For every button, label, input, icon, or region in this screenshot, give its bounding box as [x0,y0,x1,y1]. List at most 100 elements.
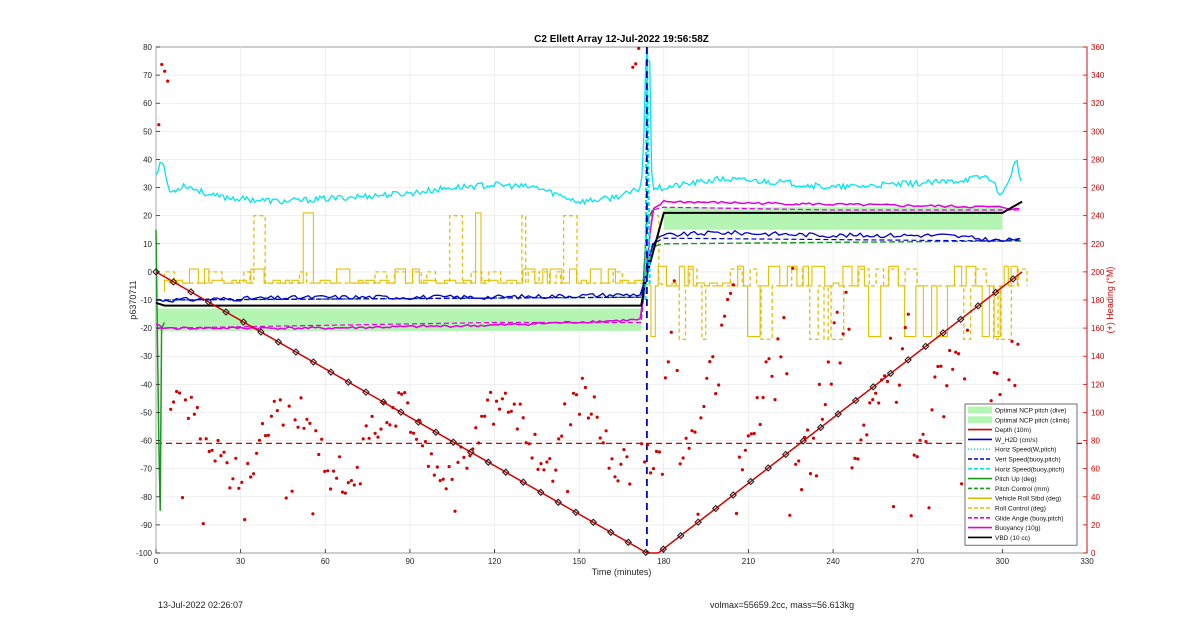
heading-point [965,328,970,332]
heading-point [207,449,211,454]
heading-point [293,418,297,422]
legend-entry: Horiz Speed(buoy,pitch) [995,466,1064,473]
heading-point [731,283,736,287]
heading-point [782,316,786,320]
depth-marker [921,342,930,351]
heading-point [699,416,703,420]
legend-entry: Roll Control (deg) [995,506,1046,513]
heading-point [441,477,445,481]
heading-point [521,416,525,420]
legend-entry: Depth (10m) [995,427,1031,434]
heading-point [524,441,528,445]
heading-point [175,389,179,394]
heading-point [548,457,552,461]
heading-point [806,428,810,432]
heading-point [308,421,312,425]
heading-point [788,513,792,517]
heading-point [225,461,229,465]
depth-marker [729,491,737,499]
heading-point [426,464,430,468]
heading-point [666,360,670,364]
heading-point [257,438,262,442]
heading-point [767,357,771,361]
footer-volmax-mass: volmax=55659.2cc, mass=56.613kg [710,600,855,610]
legend-entry: Horiz Speed(W,pitch) [995,447,1056,454]
heading-point [480,414,484,418]
heading-point [326,469,330,473]
heading-point [696,512,700,516]
y2-tick-label: 140 [1091,352,1105,361]
heading-point [444,487,448,491]
y2-tick-label: 260 [1091,184,1105,193]
y2-tick-label: 40 [1091,493,1100,502]
heading-point [269,414,273,418]
heading-point [631,65,635,69]
heading-point [752,431,756,436]
heading-point [497,407,502,411]
heading-point [417,418,422,422]
heading-point [755,396,759,400]
heading-point [169,407,173,411]
heading-point [808,472,813,476]
heading-point [435,465,439,469]
heading-point [198,437,202,441]
heading-point [811,436,816,440]
heading-point [888,336,893,340]
heading-point [370,414,374,418]
heading-point [613,475,617,479]
heading-point [530,456,534,460]
heading-point [163,69,167,73]
heading-point [574,393,579,397]
pitch-up-line [155,229,166,511]
heading-point [189,395,193,399]
heading-point [909,514,913,518]
heading-point [477,441,481,445]
heading-point [577,412,582,416]
heading-point [616,479,620,483]
heading-point [800,488,804,492]
heading-point [865,433,869,437]
heading-point [376,435,380,439]
y2-tick-label: 320 [1091,99,1105,108]
y2-axis-label: (+) Heading (°M) [1105,267,1115,334]
heading-point [992,370,996,375]
heading-point [263,434,268,438]
heading-point [619,462,623,466]
heading-point [989,399,993,403]
depth-marker [449,438,458,446]
heading-point [761,395,765,400]
depth-marker [169,278,178,286]
heading-point [663,376,668,380]
heading-point [545,460,549,464]
x-tick-label: 60 [321,557,330,566]
heading-point [856,457,860,461]
footer-timestamp: 13-Jul-2022 02:26:07 [158,600,244,610]
heading-point [465,466,469,470]
heading-point [877,401,881,405]
heading-point [906,312,910,316]
heading-point [337,455,342,459]
y-tick-label: -80 [140,493,152,502]
depth-marker [939,329,947,337]
heading-point [397,391,401,395]
heading-point [157,123,161,127]
y2-tick-label: 240 [1091,212,1105,221]
heading-point [687,446,691,450]
heading-point [717,383,721,387]
heading-point [172,400,176,404]
heading-point [915,455,919,459]
heading-point [335,476,339,480]
heading-point [912,453,916,457]
heading-point [622,448,626,452]
heading-point [317,452,321,457]
x-tick-label: 270 [911,557,925,566]
y2-tick-label: 340 [1091,71,1105,80]
x-axis-label: Time (minutes) [592,567,652,577]
depth-marker [204,298,213,306]
heading-point [871,398,875,402]
heading-point [637,46,641,51]
heading-point [406,401,410,405]
heading-point [764,360,768,364]
heading-point [237,486,241,490]
